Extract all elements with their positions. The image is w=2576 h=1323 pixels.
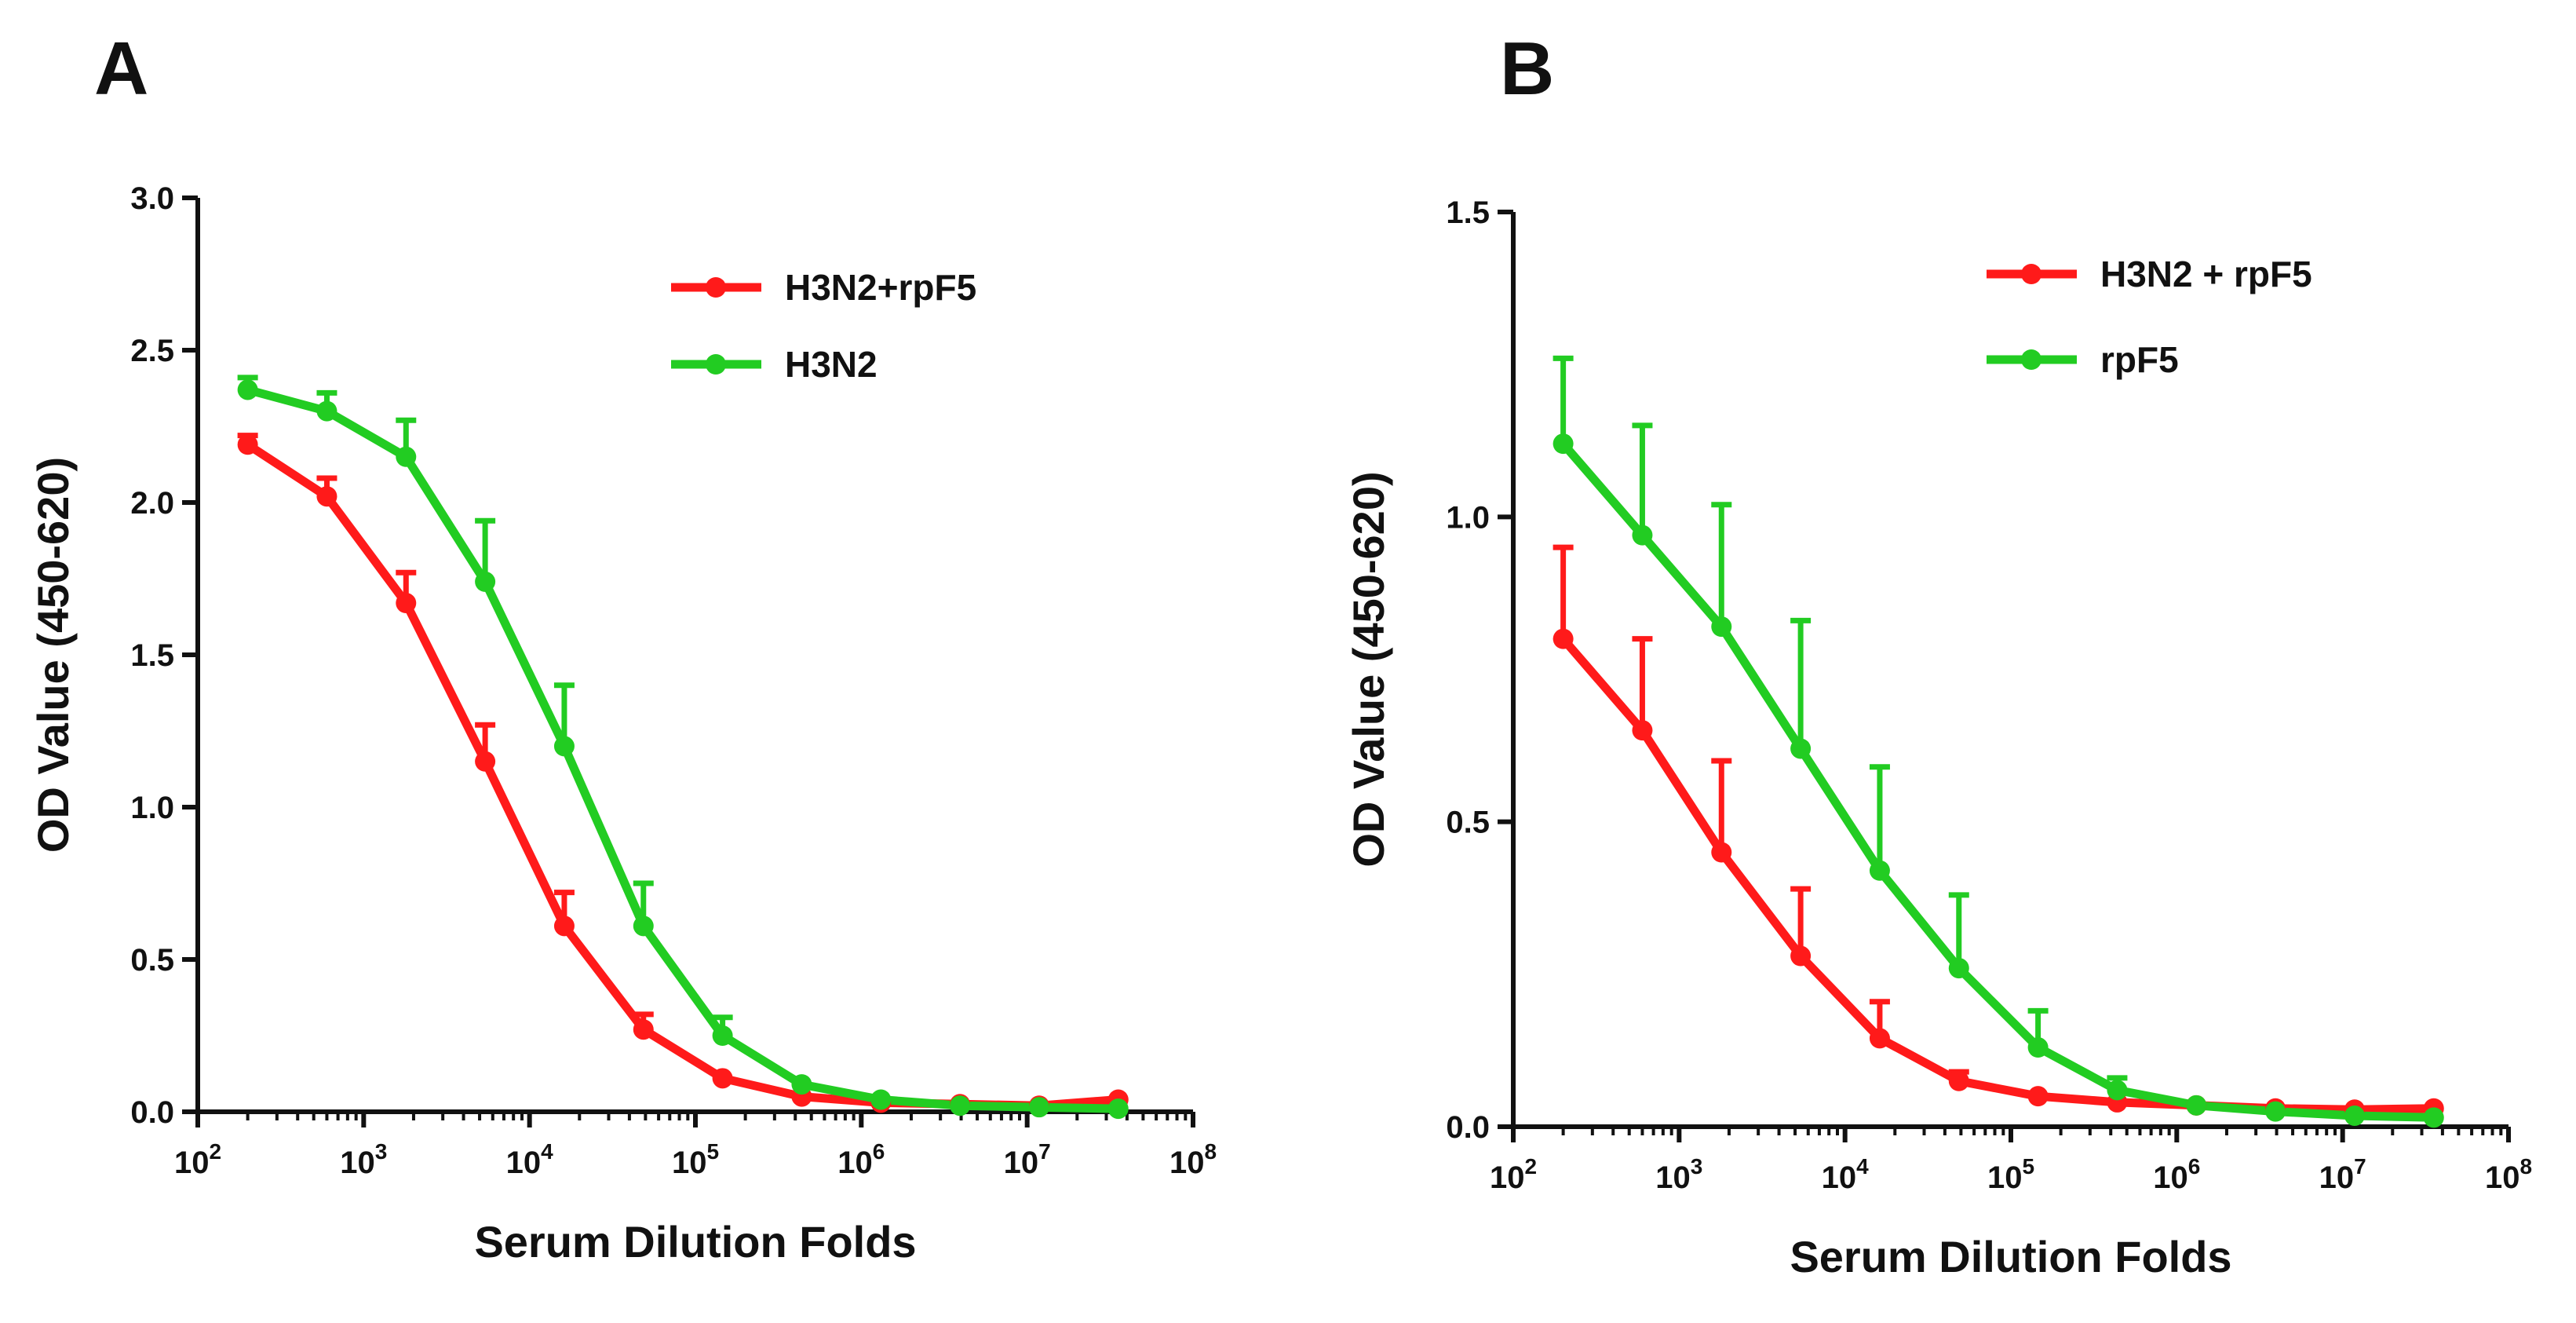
- x-tick-label: 106: [837, 1139, 885, 1180]
- x-tick-label: 102: [1490, 1154, 1537, 1195]
- x-tick-label: 105: [1987, 1154, 2034, 1195]
- panel-label: A: [94, 27, 149, 111]
- data-point: [1632, 720, 1653, 741]
- data-point: [1790, 945, 1812, 967]
- x-tick-label: 105: [672, 1139, 719, 1180]
- y-tick-label: 0.0: [130, 1095, 174, 1130]
- y-tick-label: 1.5: [1446, 196, 1490, 230]
- data-point: [1711, 842, 1732, 863]
- x-tick-label: 104: [506, 1139, 554, 1180]
- x-tick-label: 102: [174, 1139, 221, 1180]
- data-point: [950, 1095, 971, 1117]
- data-point: [712, 1025, 733, 1046]
- y-tick-label: 1.0: [1446, 500, 1490, 535]
- data-point: [2265, 1101, 2286, 1122]
- x-tick-label: 103: [340, 1139, 387, 1180]
- data-point: [1028, 1097, 1049, 1118]
- y-tick-label: 1.5: [130, 638, 174, 673]
- data-point: [2027, 1086, 2049, 1107]
- data-point: [1632, 524, 1653, 546]
- data-point: [2344, 1106, 2365, 1127]
- series-line: [1560, 440, 2434, 1122]
- data-point: [1107, 1098, 1129, 1120]
- series-line: [246, 386, 1118, 1113]
- y-tick-label: 0.5: [130, 943, 174, 978]
- data-point: [553, 916, 575, 937]
- data-point: [1948, 958, 1969, 979]
- x-tick-label: 103: [1655, 1154, 1702, 1195]
- legend-marker: [2021, 264, 2041, 284]
- y-tick-label: 2.5: [130, 334, 174, 368]
- data-point: [1553, 433, 1574, 455]
- y-tick-label: 2.0: [130, 486, 174, 521]
- series-line: [1560, 636, 2434, 1114]
- data-point: [553, 736, 575, 757]
- data-point: [237, 379, 258, 400]
- data-point: [475, 571, 496, 592]
- y-axis-title: OD Value (450-620): [1344, 471, 1393, 867]
- data-point: [2107, 1080, 2128, 1101]
- data-point: [396, 593, 417, 614]
- x-axis-title: Serum Dilution Folds: [1790, 1232, 2231, 1281]
- chart-panel-b: B 0.0 0.5 1.0 1.5 102 103 104 105 106 107 108 Serum…: [1288, 0, 2576, 1323]
- data-point: [1553, 628, 1574, 649]
- legend-marker: [2021, 349, 2041, 370]
- legend-label: H3N2+rpF5: [785, 267, 976, 308]
- data-point: [1790, 738, 1812, 759]
- x-tick-label: 107: [2319, 1154, 2366, 1195]
- data-point: [1711, 616, 1732, 638]
- data-point: [237, 434, 258, 455]
- data-point: [2186, 1095, 2207, 1116]
- x-tick-label: 104: [1822, 1154, 1870, 1195]
- chart-b-plot: 0.0 0.5 1.0 1.5 102 103 104 105 106 107 108 Serum D…: [1344, 196, 2532, 1281]
- panel-label: B: [1500, 27, 1555, 111]
- chart-a-plot: 0.0 0.5 1.0 1.5 2.0 2.5 3.0 102 103 104 105 106 107 1…: [28, 181, 1217, 1266]
- y-tick-label: 0.5: [1446, 806, 1490, 840]
- series-line: [245, 440, 1119, 1110]
- data-point: [791, 1074, 812, 1095]
- legend-label: H3N2: [785, 344, 878, 385]
- data-point: [316, 486, 338, 507]
- data-point: [1948, 1070, 1969, 1091]
- data-point: [1869, 860, 1890, 881]
- data-point: [396, 446, 417, 467]
- y-tick-label: 0.0: [1446, 1110, 1490, 1145]
- data-point: [633, 916, 654, 937]
- data-point: [1869, 1028, 1890, 1049]
- x-tick-label: 106: [2153, 1154, 2200, 1195]
- legend-marker: [706, 354, 726, 375]
- x-tick-label: 107: [1004, 1139, 1051, 1180]
- y-tick-label: 3.0: [130, 181, 174, 216]
- data-point: [2423, 1107, 2444, 1128]
- data-point: [316, 400, 338, 422]
- data-point: [870, 1089, 892, 1110]
- legend-label: rpF5: [2100, 339, 2179, 380]
- data-point: [712, 1068, 733, 1089]
- chart-panel-a: A 0.0 0.5 1.0 1.5 2.0 2.5 3.0 102 103 104 105 106 10…: [28, 27, 1217, 1267]
- x-axis-title: Serum Dilution Folds: [474, 1217, 916, 1266]
- y-tick-label: 1.0: [130, 791, 174, 825]
- y-axis-title: OD Value (450-620): [28, 457, 78, 853]
- data-point: [475, 751, 496, 772]
- x-tick-label: 108: [2485, 1154, 2532, 1195]
- x-tick-label: 108: [1169, 1139, 1217, 1180]
- data-point: [2027, 1037, 2049, 1058]
- legend-marker: [706, 277, 726, 298]
- legend-label: H3N2 + rpF5: [2100, 254, 2312, 294]
- data-point: [633, 1019, 654, 1040]
